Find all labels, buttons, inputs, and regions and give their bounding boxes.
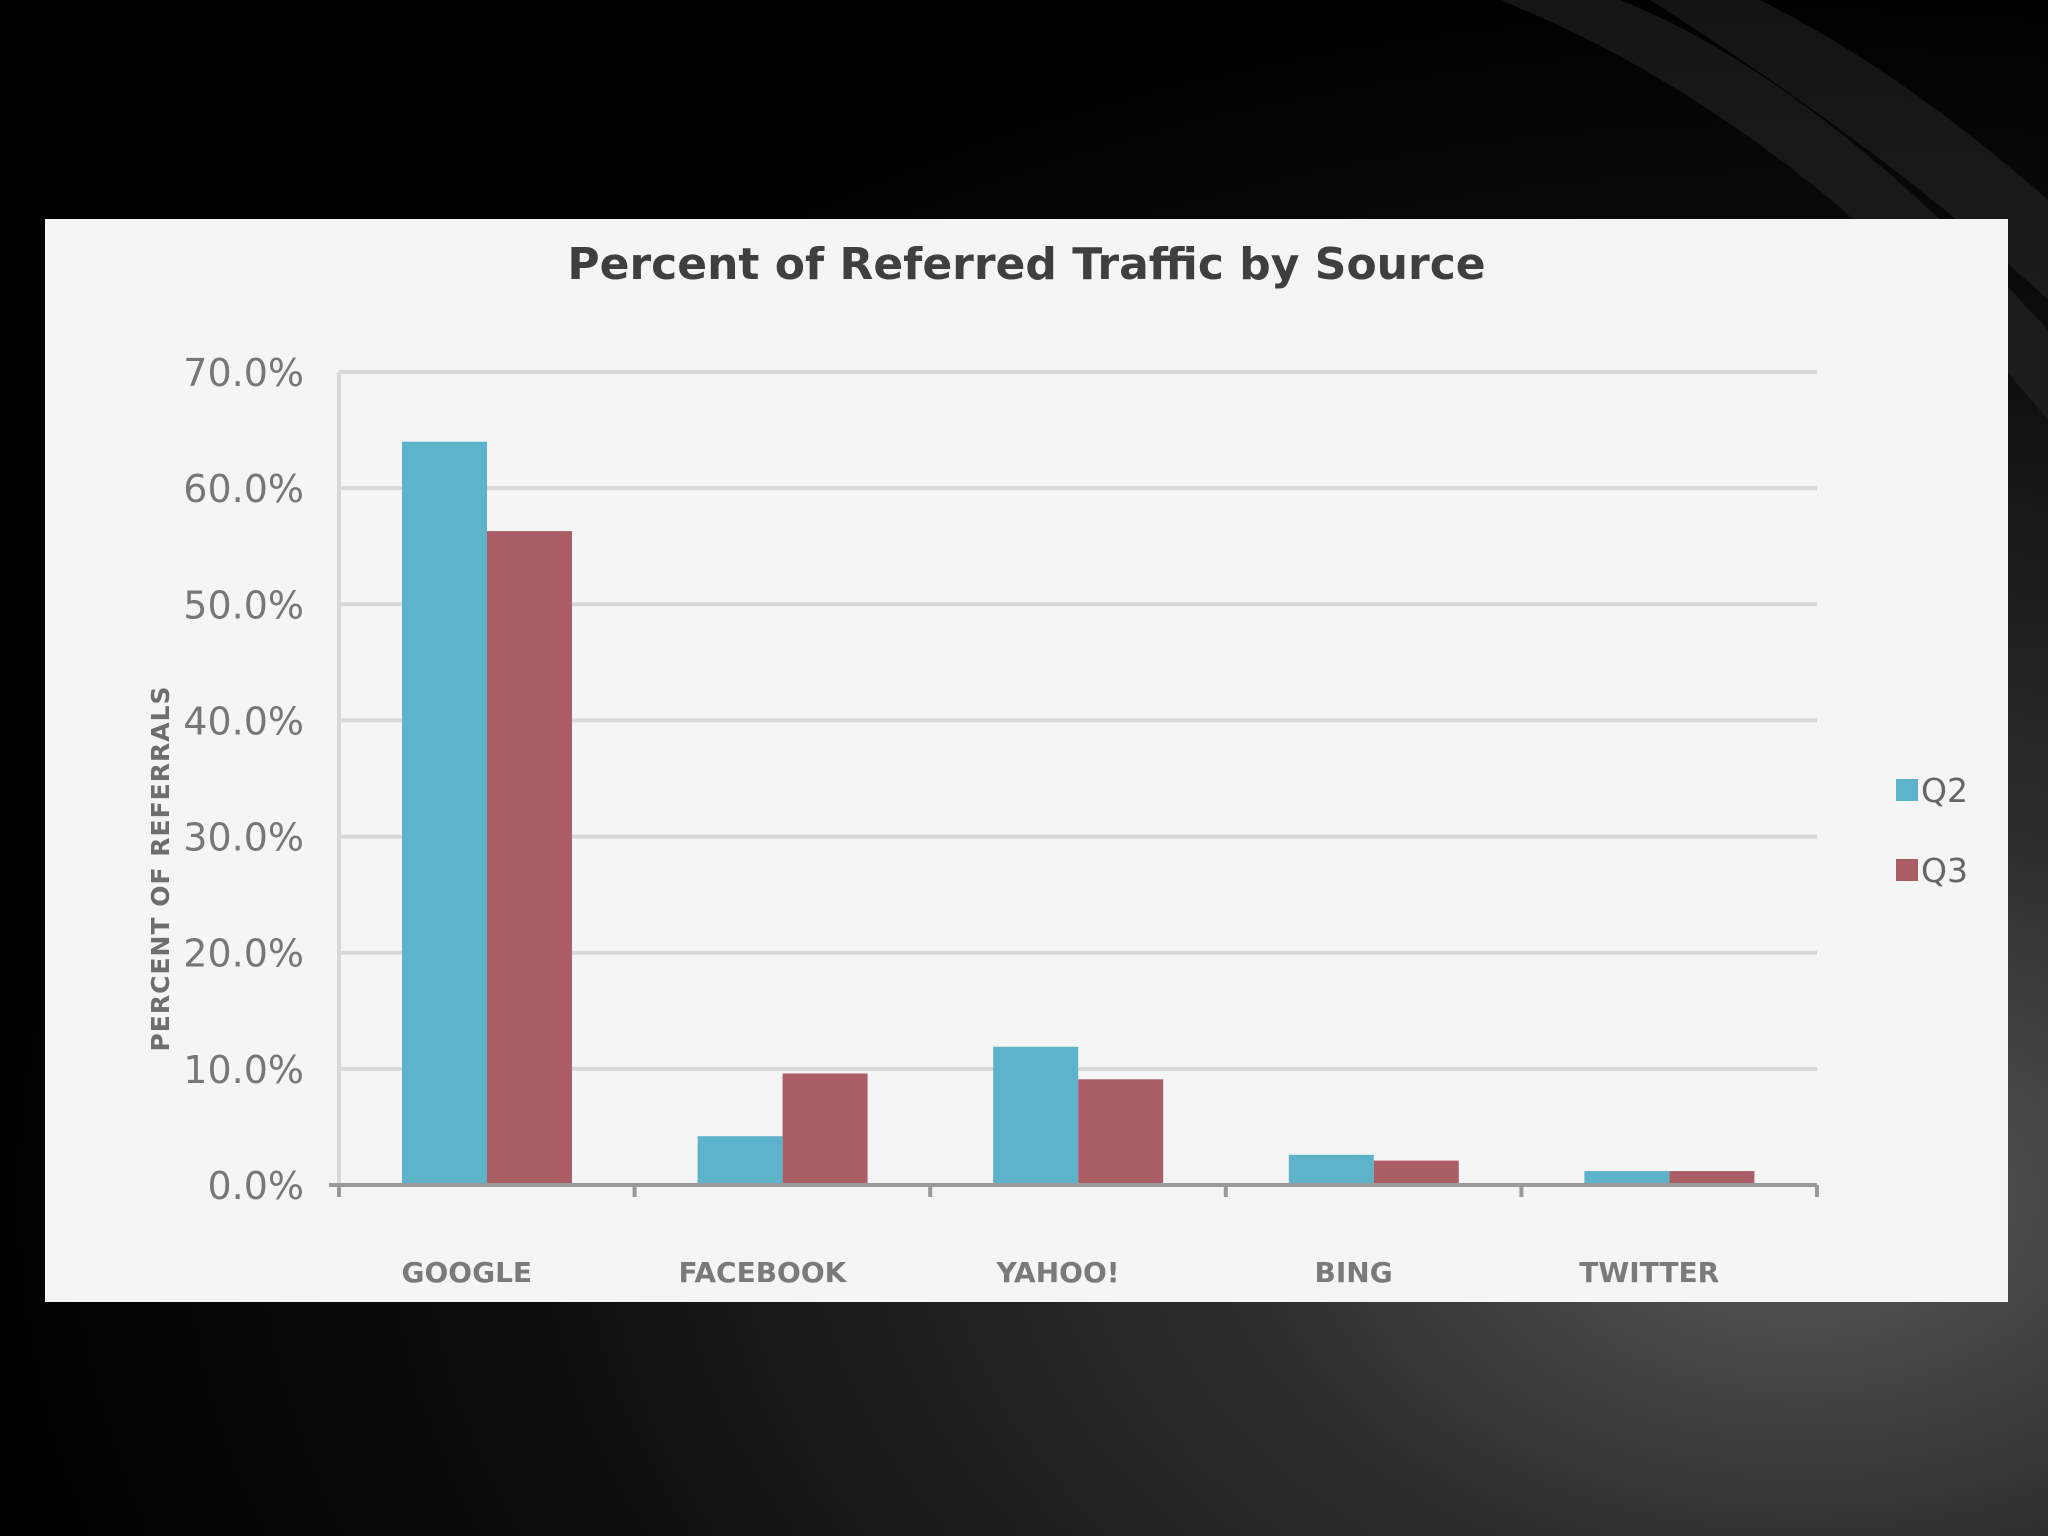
x-category-label: FACEBOOK (678, 1256, 847, 1289)
x-category-label: TWITTER (1579, 1256, 1719, 1289)
y-tick-label: 70.0% (183, 351, 304, 395)
x-category-label: GOOGLE (402, 1256, 533, 1289)
y-tick-label: 20.0% (183, 932, 304, 976)
bar-q2-twitter (1584, 1171, 1670, 1185)
bar-chart: 0.0% 10.0% 20.0% 30.0% 40.0% 50.0% 60.0% 70.0% G… (146, 351, 1968, 1289)
bar-q2-google (402, 441, 487, 1185)
y-axis-title: PERCENT OF REFERRALS (146, 685, 175, 1051)
bar-q3-twitter (1669, 1171, 1755, 1185)
y-tick-label: 0.0% (207, 1164, 304, 1208)
legend-swatch-q3 (1896, 859, 1918, 881)
y-tick-label: 40.0% (183, 699, 304, 743)
legend-swatch-q2 (1896, 779, 1918, 801)
legend-label-q3: Q3 (1921, 851, 1968, 890)
y-tick-label: 30.0% (183, 816, 304, 860)
y-tick-label: 60.0% (183, 467, 304, 511)
bar-q2-facebook (697, 1136, 783, 1185)
y-tick-label: 50.0% (183, 583, 304, 627)
y-tick-label: 10.0% (183, 1048, 304, 1092)
x-category-label: BING (1315, 1256, 1393, 1289)
bar-q3-yahoo (1078, 1079, 1164, 1185)
bar-q3-google (487, 531, 572, 1185)
chart-title: Percent of Referred Traffic by Source (567, 239, 1486, 290)
bar-q3-bing (1373, 1160, 1459, 1185)
bar-q2-bing (1288, 1154, 1374, 1185)
bar-q3-facebook (782, 1073, 868, 1185)
x-category-label: YAHOO! (995, 1256, 1119, 1289)
bar-q2-yahoo (993, 1046, 1079, 1185)
chart-panel: Percent of Referred Traffic by Source 0.… (45, 219, 2008, 1302)
legend-label-q2: Q2 (1921, 771, 1968, 810)
